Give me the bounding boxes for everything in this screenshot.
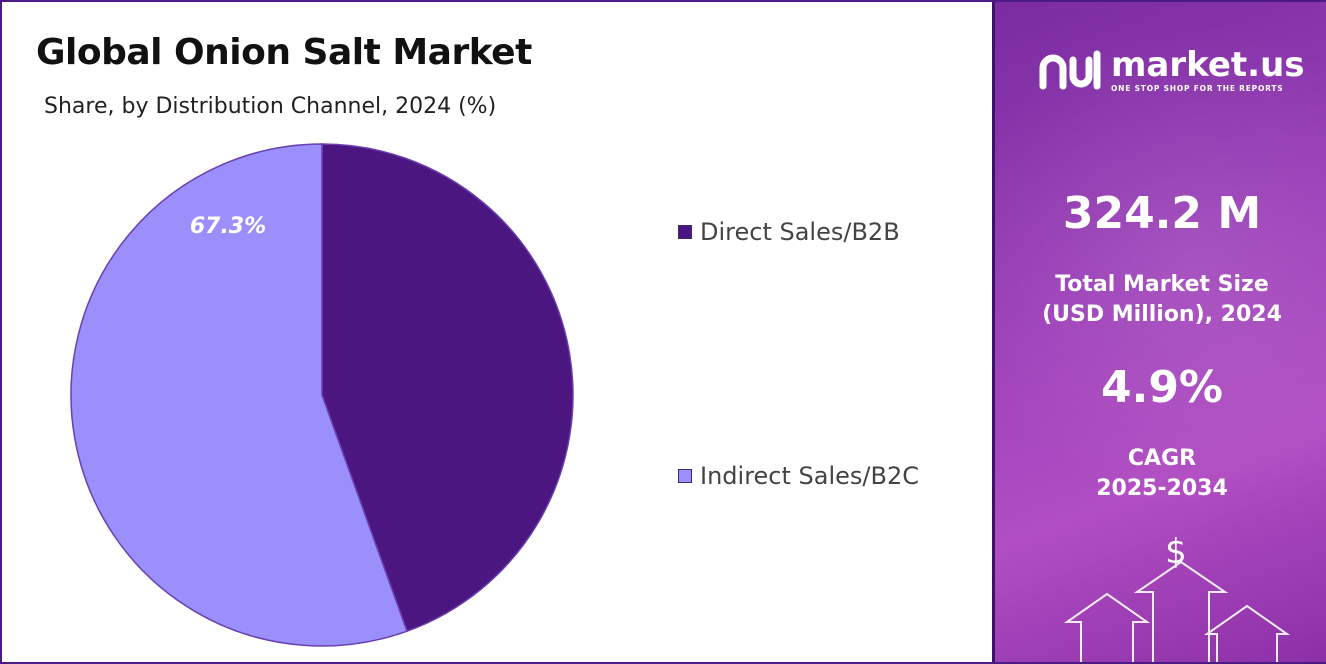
pie-chart: 67.3% (70, 143, 574, 647)
market-size-label-line2: (USD Million), 2024 (1042, 302, 1282, 327)
cagr-value: 4.9% (1100, 362, 1224, 413)
legend-item-direct-sales: Direct Sales/B2B (678, 218, 900, 246)
cagr-label: CAGR (1127, 446, 1197, 471)
background-overlay (995, 2, 1326, 662)
cagr-period: 2025-2034 (1096, 476, 1228, 501)
brand-tagline: ONE STOP SHOP FOR THE REPORTS (1111, 83, 1284, 93)
summary-sidebar: market.us ONE STOP SHOP FOR THE REPORTS … (992, 2, 1326, 662)
legend-swatch (678, 225, 692, 239)
market-size-label-line1: Total Market Size (1055, 272, 1269, 297)
pie-data-label: 67.3% (190, 214, 266, 239)
legend-label: Direct Sales/B2B (700, 218, 900, 246)
market-size-value: 324.2 M (1062, 188, 1262, 239)
market-us-logo-icon (1039, 50, 1101, 90)
legend-item-indirect-sales: Indirect Sales/B2C (678, 462, 919, 490)
pie-slice-indirect-sales-b2c (70, 143, 408, 647)
brand-logo: market.us ONE STOP SHOP FOR THE REPORTS (1037, 46, 1305, 94)
chart-panel: Global Onion Salt Market Share, by Distr… (2, 2, 992, 662)
chart-subtitle: Share, by Distribution Channel, 2024 (%) (44, 94, 497, 119)
brand-name: market.us (1111, 44, 1305, 85)
legend-label: Indirect Sales/B2C (700, 462, 919, 490)
growth-arrows-icon (1063, 560, 1291, 662)
legend-swatch (678, 469, 692, 483)
pie-slice-direct-sales-b2b (321, 143, 574, 633)
chart-title: Global Onion Salt Market (36, 32, 532, 73)
